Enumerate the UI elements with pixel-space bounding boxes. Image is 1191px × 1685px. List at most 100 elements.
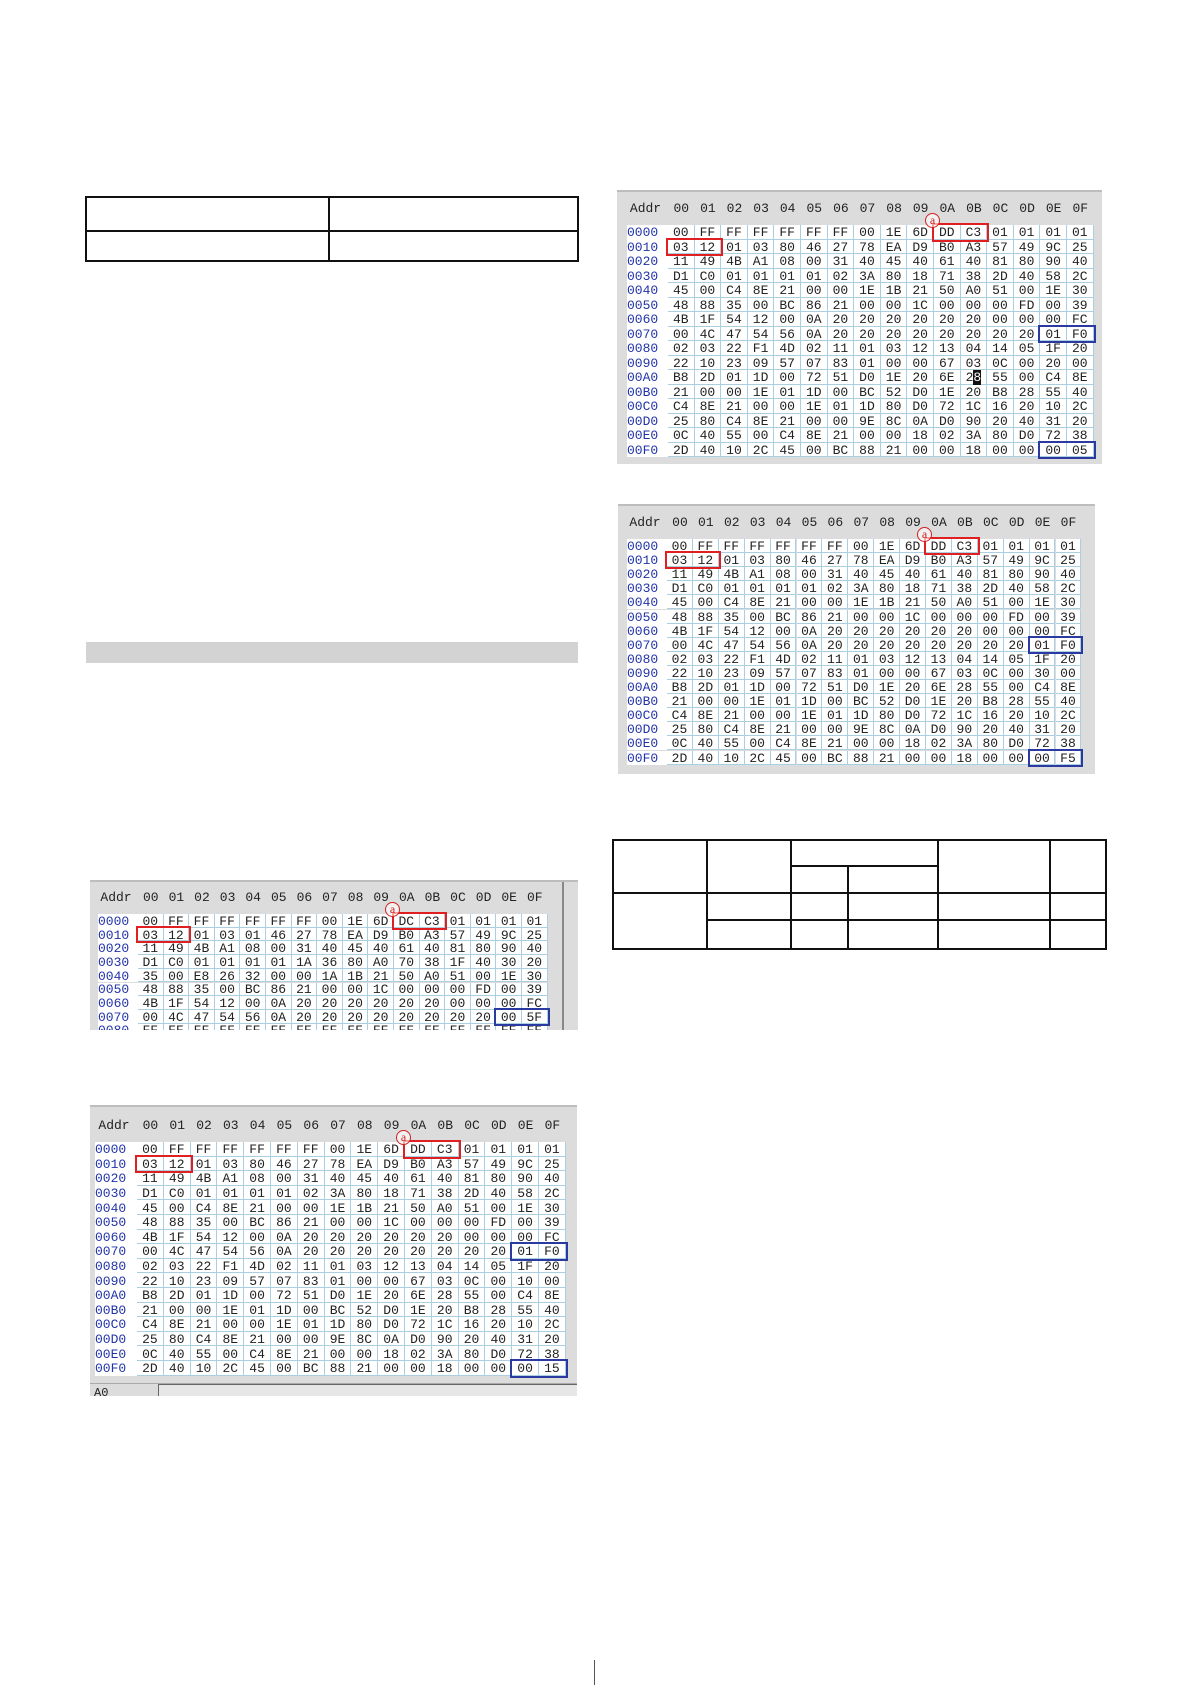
hex-byte-cell[interactable]: 88 [163, 982, 190, 996]
hex-byte-cell[interactable]: 90 [960, 413, 988, 428]
hex-byte-cell[interactable]: 57 [987, 239, 1014, 254]
hex-byte-cell[interactable]: 05 [485, 1258, 513, 1274]
hex-byte-cell[interactable]: 00 [317, 982, 343, 996]
hex-byte-cell[interactable]: 80 [694, 413, 722, 428]
hex-byte-cell[interactable]: EA [874, 553, 901, 568]
hex-byte-cell[interactable]: 18 [431, 1361, 459, 1376]
hex-byte-cell[interactable]: 1F [163, 996, 190, 1010]
hex-byte-cell[interactable]: 00 [1040, 312, 1067, 327]
hex-byte-cell[interactable]: 20 [822, 623, 849, 638]
hex-byte-cell[interactable]: 58 [512, 1185, 539, 1201]
hex-byte-cell[interactable]: 72 [926, 708, 952, 723]
hex-byte-cell[interactable]: 02 [926, 736, 952, 751]
hex-byte-cell[interactable]: 8C [351, 1331, 379, 1347]
hex-byte-cell[interactable]: 4B [718, 567, 745, 582]
hex-byte-cell[interactable]: 00 [244, 1288, 271, 1303]
hex-byte-cell[interactable]: 86 [271, 1215, 298, 1230]
hex-byte-cell[interactable]: 01 [987, 225, 1014, 240]
hex-byte-cell[interactable]: 00 [801, 442, 828, 457]
hex-byte-cell[interactable]: 5F [522, 1009, 548, 1024]
hex-byte-cell[interactable]: 03 [951, 665, 978, 680]
hex-byte-cell[interactable]: 55 [718, 736, 745, 751]
hex-byte-cell[interactable]: 10 [512, 1317, 539, 1332]
hex-byte-cell[interactable]: 00 [934, 442, 961, 457]
hex-byte-cell[interactable]: 05 [1003, 651, 1030, 666]
hex-byte-cell[interactable]: 00 [405, 1361, 432, 1376]
hex-byte-cell[interactable]: 90 [1040, 254, 1067, 269]
hex-byte-cell[interactable]: 25 [137, 1331, 164, 1347]
hex-byte-cell[interactable]: 20 [977, 722, 1004, 737]
hex-byte-cell[interactable]: 12 [163, 1156, 191, 1172]
hex-byte-cell[interactable]: F5 [1055, 750, 1082, 765]
hex-byte-cell[interactable]: B0 [394, 927, 420, 941]
hex-byte-cell[interactable]: 20 [351, 1229, 379, 1245]
hex-byte-cell[interactable]: A1 [217, 1171, 245, 1186]
hex-byte-cell[interactable]: 20 [934, 326, 961, 341]
hex-byte-cell[interactable]: 00 [907, 355, 934, 370]
hex-byte-cell[interactable]: 01 [214, 955, 241, 969]
hex-byte-cell[interactable]: 20 [951, 694, 978, 709]
hex-byte-cell[interactable]: 20 [848, 637, 875, 652]
hex-byte-cell[interactable]: FF [297, 1142, 325, 1157]
hex-byte-cell[interactable]: 40 [485, 1331, 513, 1347]
hex-byte-cell[interactable]: 00 [1003, 680, 1030, 695]
hex-byte-cell[interactable]: 55 [977, 680, 1004, 695]
hex-byte-cell[interactable]: 01 [324, 1273, 352, 1288]
hex-byte-cell[interactable]: 35 [189, 982, 215, 996]
hex-byte-cell[interactable]: 80 [342, 955, 369, 969]
hex-byte-cell[interactable]: 00 [244, 1229, 271, 1245]
hex-byte-cell[interactable]: D9 [900, 553, 926, 568]
hex-byte-cell[interactable]: 05 [1013, 341, 1041, 356]
hex-byte-cell[interactable]: EA [351, 1156, 379, 1172]
hex-byte-cell[interactable]: 00 [1013, 442, 1041, 457]
hex-byte-cell[interactable]: 20 [907, 370, 934, 385]
hex-byte-cell[interactable]: 10 [1029, 708, 1056, 723]
hex-byte-cell[interactable]: 4B [138, 996, 164, 1010]
hex-byte-cell[interactable]: 00 [297, 1302, 325, 1318]
hex-byte-cell[interactable]: 46 [801, 239, 828, 254]
hex-byte-cell[interactable]: 25 [539, 1156, 566, 1172]
hex-byte-cell[interactable]: 38 [960, 268, 988, 283]
hex-byte-cell[interactable]: 10 [512, 1273, 539, 1288]
hex-byte-cell[interactable]: 54 [190, 1229, 218, 1245]
hex-byte-cell[interactable]: 18 [378, 1185, 405, 1201]
hex-byte-cell[interactable]: 00 [926, 609, 952, 624]
hex-byte-cell[interactable]: 71 [405, 1185, 432, 1201]
hex-byte-cell[interactable]: 23 [721, 355, 748, 370]
hex-byte-cell[interactable]: 20 [378, 1229, 405, 1245]
hex-byte-cell[interactable]: 01 [496, 914, 522, 928]
hex-byte-cell[interactable]: 1E [854, 283, 881, 298]
hex-byte-cell[interactable]: 1E [217, 1302, 245, 1318]
hex-byte-cell[interactable]: A0 [419, 968, 446, 982]
hex-byte-cell[interactable]: C4 [244, 1346, 271, 1361]
hex-byte-cell[interactable]: 00 [770, 623, 797, 638]
hex-byte-cell[interactable]: 39 [1055, 609, 1082, 624]
hex-byte-cell[interactable]: 00 [485, 1361, 513, 1376]
hex-byte-cell[interactable]: C4 [721, 283, 748, 298]
hex-byte-cell[interactable]: 00 [747, 428, 775, 443]
hex-byte-cell[interactable]: 0A [266, 996, 292, 1010]
hex-byte-cell[interactable]: 4B [189, 941, 215, 955]
hex-byte-cell[interactable]: 00 [880, 355, 908, 370]
hex-byte-cell[interactable]: 40 [960, 254, 988, 269]
hex-byte-cell[interactable]: C0 [692, 581, 719, 596]
hex-byte-cell[interactable]: F1 [217, 1258, 245, 1274]
hex-byte-cell[interactable]: 20 [987, 326, 1014, 341]
hex-byte-cell[interactable]: 40 [368, 941, 394, 955]
hex-byte-cell[interactable]: 78 [848, 553, 875, 568]
hex-byte-cell[interactable]: 04 [951, 651, 978, 666]
hex-byte-cell[interactable]: 01 [848, 651, 875, 666]
hex-byte-cell[interactable]: 8E [217, 1200, 245, 1215]
hex-byte-cell[interactable]: 03 [214, 927, 241, 941]
hex-byte-cell[interactable]: FF [240, 1023, 266, 1030]
hex-byte-cell[interactable]: 20 [291, 996, 318, 1010]
hex-byte-cell[interactable]: EA [342, 927, 369, 941]
hex-byte-cell[interactable]: 40 [431, 1171, 459, 1186]
hex-byte-cell[interactable]: 0C [667, 736, 693, 751]
hex-byte-cell[interactable]: FF [796, 539, 823, 554]
hex-byte-cell[interactable]: 00 [796, 722, 823, 737]
hex-byte-cell[interactable]: 01 [1040, 225, 1067, 240]
hex-byte-cell[interactable]: 00 [458, 1229, 486, 1245]
hex-byte-cell[interactable]: 00 [271, 1200, 298, 1215]
hex-byte-cell[interactable]: 00 [297, 1200, 325, 1215]
